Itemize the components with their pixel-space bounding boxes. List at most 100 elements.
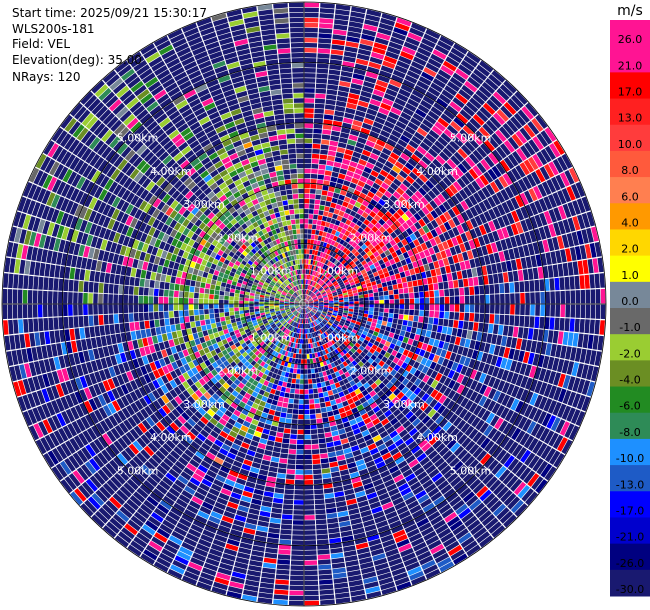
velocity-gate — [364, 19, 379, 27]
velocity-gate — [322, 284, 327, 289]
velocity-gate — [304, 530, 316, 535]
velocity-gate — [441, 274, 448, 282]
velocity-gate — [451, 237, 459, 246]
velocity-gate — [325, 279, 330, 284]
velocity-gate — [343, 153, 352, 161]
velocity-gate — [402, 282, 408, 288]
velocity-gate — [378, 134, 388, 143]
velocity-gate — [345, 41, 359, 48]
velocity-gate — [386, 280, 392, 286]
velocity-gate — [349, 304, 354, 307]
velocity-gate — [567, 332, 574, 346]
velocity-gate — [399, 271, 406, 278]
velocity-gate — [283, 377, 289, 383]
velocity-gate — [345, 264, 351, 270]
velocity-gate — [396, 17, 412, 27]
velocity-gate — [438, 180, 448, 190]
velocity-gate — [343, 196, 351, 203]
velocity-gate — [517, 327, 524, 339]
velocity-gate — [327, 446, 335, 453]
velocity-gate — [402, 179, 412, 188]
velocity-gate — [320, 144, 329, 150]
velocity-gate — [414, 304, 420, 310]
velocity-gate — [434, 207, 443, 216]
velocity-gate — [304, 138, 313, 144]
velocity-gate — [293, 515, 304, 520]
velocity-gate — [339, 272, 345, 278]
velocity-gate — [342, 201, 349, 208]
velocity-gate — [313, 474, 322, 480]
velocity-gate — [322, 295, 328, 298]
velocity-gate — [305, 329, 307, 334]
velocity-gate — [339, 283, 345, 288]
velocity-gate — [357, 274, 364, 280]
velocity-gate — [401, 166, 411, 175]
velocity-gate — [380, 102, 392, 111]
velocity-gate — [304, 52, 317, 58]
velocity-gate — [287, 403, 294, 409]
velocity-gate — [297, 429, 304, 435]
velocity-gate — [323, 270, 328, 276]
velocity-gate — [309, 409, 316, 414]
velocity-gate — [422, 95, 435, 106]
velocity-gate — [367, 243, 374, 250]
velocity-gate — [305, 279, 307, 284]
velocity-gate — [376, 32, 391, 41]
velocity-gate — [424, 297, 430, 304]
velocity-gate — [460, 174, 471, 186]
velocity-gate — [307, 279, 310, 285]
velocity-gate — [317, 251, 321, 257]
velocity-gate — [385, 276, 391, 282]
velocity-gate — [433, 102, 446, 113]
velocity-gate — [344, 112, 355, 120]
velocity-gate — [333, 241, 339, 248]
velocity-gate — [439, 165, 450, 176]
velocity-gate — [487, 196, 497, 208]
velocity-gate — [294, 363, 298, 369]
velocity-gate — [401, 277, 407, 283]
velocity-gate — [485, 294, 490, 304]
velocity-gate — [311, 163, 319, 169]
velocity-gate — [309, 194, 316, 199]
velocity-gate — [299, 399, 304, 405]
velocity-gate — [408, 241, 416, 249]
velocity-gate — [423, 33, 438, 44]
velocity-gate — [434, 311, 440, 318]
velocity-gate — [313, 282, 317, 287]
velocity-gate — [398, 170, 408, 179]
velocity-gate — [308, 254, 312, 260]
velocity-gate — [345, 243, 351, 250]
velocity-gate — [358, 257, 365, 263]
velocity-gate — [310, 286, 313, 291]
velocity-gate — [524, 280, 530, 292]
velocity-gate — [360, 90, 372, 98]
velocity-gate — [447, 81, 460, 92]
velocity-gate — [304, 469, 313, 475]
velocity-gate — [354, 201, 362, 208]
velocity-gate — [496, 335, 503, 346]
velocity-gate — [506, 225, 514, 237]
velocity-gate — [305, 300, 308, 303]
velocity-gate — [347, 31, 361, 38]
velocity-gate — [364, 300, 369, 304]
velocity-gate — [398, 225, 406, 233]
velocity-gate — [431, 125, 443, 136]
velocity-gate — [534, 316, 540, 329]
velocity-gate — [396, 93, 409, 102]
velocity-gate — [329, 64, 342, 71]
velocity-gate — [427, 190, 437, 200]
velocity-gate — [507, 98, 521, 112]
velocity-gate — [454, 296, 460, 304]
velocity-gate — [338, 210, 345, 217]
velocity-gate — [382, 316, 388, 322]
velocity-gate — [315, 88, 327, 94]
velocity-gate — [489, 314, 495, 324]
velocity-gate — [304, 83, 316, 88]
velocity-gate — [438, 318, 444, 326]
velocity-gate — [514, 281, 520, 293]
velocity-gate — [304, 63, 317, 68]
velocity-gate — [527, 268, 534, 280]
velocity-gate — [304, 500, 315, 505]
velocity-gate — [435, 155, 446, 165]
velocity-gate — [320, 402, 326, 408]
